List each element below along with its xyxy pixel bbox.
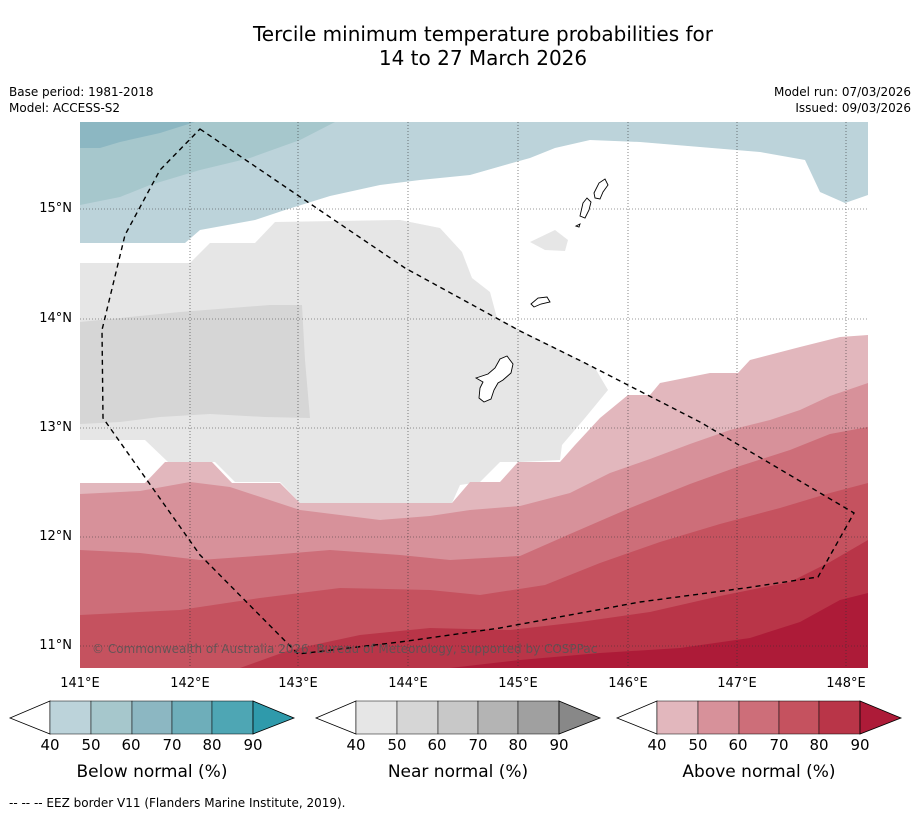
- meta-left: Base period: 1981-2018 Model: ACCESS-S2: [9, 84, 154, 116]
- cbar-below-label: Below normal (%): [76, 762, 228, 782]
- model-name: Model: ACCESS-S2: [9, 101, 121, 115]
- lon-label-144: 144°E: [388, 676, 428, 691]
- cbar-below-tick-60: 60: [121, 736, 141, 754]
- gridlines: [80, 122, 868, 668]
- map-title: Tercile minimum temperature probabilitie…: [0, 22, 919, 70]
- islands: [474, 178, 609, 403]
- colorbar-near-high-extend: [558, 700, 602, 735]
- cbar-above-label: Above normal (%): [682, 762, 836, 782]
- lon-label-141: 141°E: [60, 676, 100, 691]
- cbar-near-label: Near normal (%): [387, 762, 529, 782]
- cbar-near-tick-70: 70: [468, 736, 488, 754]
- colorbar-near-swatch-70: [477, 700, 519, 735]
- cbar-above-tick-40: 40: [647, 736, 667, 754]
- cbar-near-tick-80: 80: [508, 736, 528, 754]
- above-normal-80: [240, 540, 868, 668]
- colorbar-below: [8, 700, 296, 735]
- colorbar-near-swatch-40: [355, 700, 398, 735]
- cbar-below-tick-70: 70: [162, 736, 182, 754]
- cbar-above-tick-80: 80: [809, 736, 829, 754]
- below-normal-60: [80, 122, 195, 148]
- below-normal-40: [80, 122, 868, 243]
- tinian-island: [579, 197, 592, 219]
- issued-date: Issued: 09/03/2026: [795, 101, 911, 115]
- colorbar-below-swatch-70: [171, 700, 213, 735]
- near-normal-40-island: [530, 230, 568, 251]
- aguijan-island: [574, 223, 581, 228]
- colorbar-above: [615, 700, 903, 735]
- lat-label-15: 15°N: [39, 201, 72, 216]
- cbar-above-tick-90: 90: [850, 736, 870, 754]
- colorbar-above-low-extend: [615, 700, 658, 735]
- colorbar-near-swatch-80: [517, 700, 560, 735]
- lat-label-12: 12°N: [39, 529, 72, 544]
- above-normal-90: [450, 593, 868, 668]
- lon-label-148: 148°E: [826, 676, 866, 691]
- cbar-below-tick-40: 40: [40, 736, 60, 754]
- meta-right: Model run: 07/03/2026 Issued: 09/03/2026: [774, 84, 911, 116]
- colorbar-near-swatch-50: [396, 700, 439, 735]
- lon-label-147: 147°E: [717, 676, 757, 691]
- map-fill-layers: [80, 122, 868, 668]
- colorbar-above-high-extend: [859, 700, 903, 735]
- cbar-near-tick-90: 90: [549, 736, 569, 754]
- cbar-above-tick-60: 60: [728, 736, 748, 754]
- copyright-notice: © Commonwealth of Australia 2026, Bureau…: [92, 642, 598, 656]
- colorbar-below-swatch-40: [49, 700, 92, 735]
- guam-island: [474, 355, 514, 403]
- cbar-below-tick-90: 90: [243, 736, 263, 754]
- colorbar-above-swatch-70: [778, 700, 820, 735]
- cbar-below-tick-50: 50: [81, 736, 101, 754]
- eez-border: [101, 128, 855, 655]
- lat-label-13: 13°N: [39, 420, 72, 435]
- lon-label-145: 145°E: [498, 676, 538, 691]
- colorbar-above-swatch-40: [656, 700, 699, 735]
- lon-label-146: 146°E: [608, 676, 648, 691]
- base-period: Base period: 1981-2018: [9, 85, 154, 99]
- rota-island: [530, 296, 551, 308]
- colorbar-near: [314, 700, 602, 735]
- cbar-above-tick-50: 50: [688, 736, 708, 754]
- lon-label-143: 143°E: [278, 676, 318, 691]
- cbar-above-tick-70: 70: [769, 736, 789, 754]
- colorbar-below-low-extend: [8, 700, 51, 735]
- colorbar-above-swatch-50: [697, 700, 740, 735]
- lat-label-11: 11°N: [39, 638, 72, 653]
- below-normal-50: [80, 122, 335, 205]
- colorbar-below-swatch-60: [131, 700, 173, 735]
- title-line-1: Tercile minimum temperature probabilitie…: [252, 22, 714, 46]
- colorbar-near-swatch-60: [437, 700, 479, 735]
- colorbar-below-swatch-50: [90, 700, 133, 735]
- colorbar-below-swatch-80: [211, 700, 254, 735]
- near-normal-50: [80, 305, 310, 424]
- cbar-near-tick-40: 40: [346, 736, 366, 754]
- colorbar-below-high-extend: [252, 700, 296, 735]
- colorbar-near-low-extend: [314, 700, 357, 735]
- near-normal-40: [80, 220, 608, 503]
- title-line-2: 14 to 27 March 2026: [378, 46, 588, 70]
- colorbar-above-swatch-60: [738, 700, 780, 735]
- saipan-island: [593, 178, 609, 200]
- colorbar-above-swatch-80: [818, 700, 861, 735]
- cbar-near-tick-50: 50: [387, 736, 407, 754]
- eez-legend-note: -- -- -- EEZ border V11 (Flanders Marine…: [9, 796, 346, 810]
- lat-label-14: 14°N: [39, 311, 72, 326]
- cbar-near-tick-60: 60: [427, 736, 447, 754]
- cbar-below-tick-80: 80: [202, 736, 222, 754]
- lon-label-142: 142°E: [170, 676, 210, 691]
- model-run: Model run: 07/03/2026: [773, 85, 911, 99]
